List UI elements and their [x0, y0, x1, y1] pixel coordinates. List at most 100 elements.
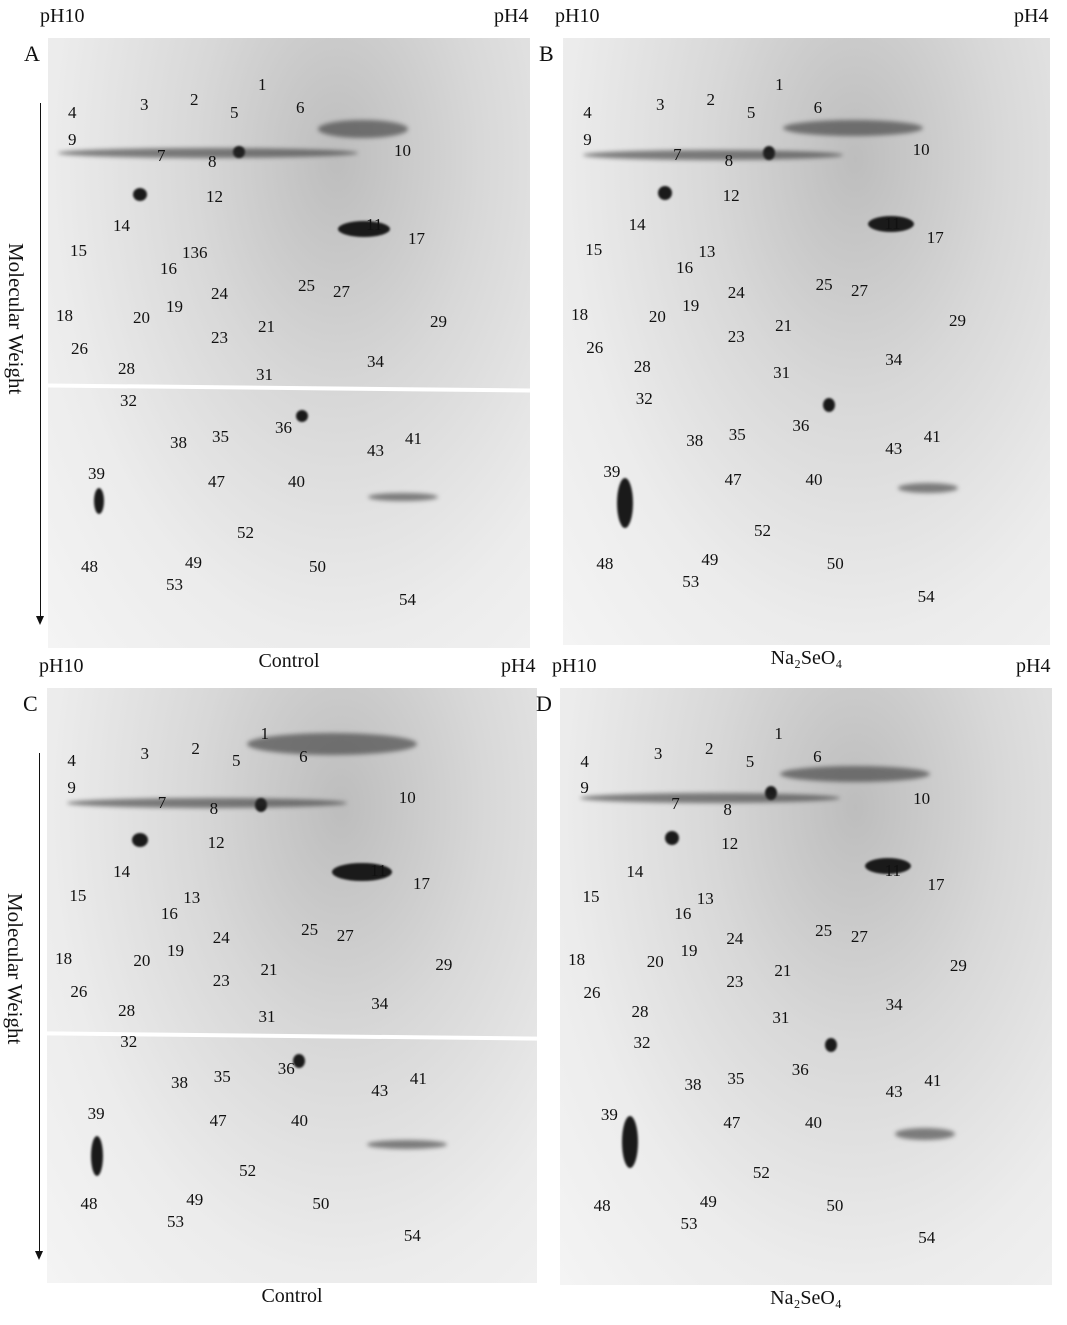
spot-label: 9: [68, 130, 77, 149]
spot-label: 39: [600, 1104, 618, 1124]
spot-label: 27: [336, 926, 354, 945]
spot-label: 13: [183, 887, 201, 907]
spot-label: 12: [206, 187, 223, 206]
spot-label: 35: [212, 427, 229, 446]
spot-label: 31: [772, 1008, 790, 1028]
spot-label: 4: [68, 103, 77, 122]
panel-letter: A: [24, 41, 40, 66]
spot-label: 54: [917, 587, 935, 607]
spot-label: 6: [813, 746, 822, 766]
ph-left: pH10: [555, 5, 600, 27]
spot-label: 18: [56, 306, 73, 325]
caption: Control: [261, 1285, 323, 1307]
spot-label: 50: [826, 554, 844, 574]
spot-label: 21: [258, 317, 275, 336]
spot-label: 23: [727, 326, 745, 346]
spot-label: 24: [211, 284, 228, 303]
spot-label: 32: [635, 389, 653, 409]
spot-label: 36: [791, 1059, 809, 1079]
spot-label: 15: [69, 886, 87, 905]
spot-label: 5: [232, 751, 241, 771]
panel-letter: B: [539, 41, 554, 66]
spot-label: 11: [884, 214, 901, 234]
spot-label: 47: [209, 1111, 227, 1131]
spot-label: 23: [212, 970, 230, 990]
spot-label: 52: [753, 520, 771, 540]
spot-label: 3: [655, 94, 665, 114]
spot-label: 11: [366, 215, 383, 234]
spot-label: 9: [583, 129, 592, 149]
spot-label: 24: [727, 282, 745, 302]
spot-label: 53: [166, 1211, 184, 1231]
caption: Na₂SeO₄: [770, 647, 843, 669]
spot-label: 26: [71, 339, 88, 358]
spot-label: 1: [775, 74, 784, 94]
panel-letter: C: [23, 691, 38, 716]
spot-label: 16: [160, 259, 177, 278]
spot-label: 14: [628, 215, 646, 235]
spot-label: 10: [913, 788, 931, 808]
y-axis-arrow: [35, 753, 43, 1260]
spot-label: 8: [208, 152, 217, 171]
spot-label: 6: [296, 98, 305, 117]
spot-label: 10: [394, 141, 411, 160]
spot-label: 136: [182, 243, 208, 262]
spot-label: 40: [805, 469, 823, 489]
spot-label: 20: [646, 952, 664, 972]
spot-label: 13: [696, 888, 714, 908]
spot-label: 21: [775, 315, 793, 335]
spot-label: 29: [435, 955, 453, 975]
spot-label: 17: [408, 229, 425, 248]
spot-label: 7: [673, 145, 682, 165]
spot-label: 27: [850, 926, 868, 946]
y-axis-label: Molecular Weight: [4, 243, 28, 395]
spot-label: 16: [160, 903, 178, 923]
spot-label: 1: [260, 724, 269, 744]
spot-label: 48: [81, 557, 98, 576]
spot-label: 54: [918, 1228, 936, 1248]
spot-label: 4: [583, 102, 592, 122]
spot-label: 40: [290, 1111, 308, 1131]
spot-label: 26: [583, 982, 601, 1002]
spot-label: 18: [55, 949, 73, 969]
spot-label: 53: [680, 1213, 698, 1233]
spot-label: 43: [885, 439, 903, 459]
ph-left: pH10: [39, 655, 84, 677]
spot-label: 40: [804, 1112, 822, 1132]
spot-label: 1: [258, 75, 267, 94]
spot-label: 5: [230, 103, 239, 122]
spot-label: 23: [726, 971, 744, 991]
spot-label: 41: [409, 1069, 427, 1089]
spot-label: 35: [727, 1068, 745, 1088]
spot-label: 14: [113, 861, 131, 881]
spot-label: 49: [186, 1190, 204, 1210]
spot-label: 20: [133, 308, 150, 327]
spot-label: 53: [166, 575, 183, 594]
spot-label: 32: [120, 391, 137, 410]
spot-label: 47: [723, 1112, 741, 1132]
spot-label: 28: [633, 357, 651, 377]
caption: Na₂SeO₄: [770, 1287, 842, 1309]
spot-label: 2: [191, 738, 200, 758]
spot-label: 34: [885, 350, 903, 370]
spot-label: 10: [398, 788, 416, 808]
spot-label: 48: [80, 1194, 98, 1214]
spot-label: 23: [211, 328, 228, 347]
spot-label: 50: [826, 1195, 844, 1215]
spot-label: 19: [682, 295, 700, 315]
spot-label: 49: [701, 550, 719, 570]
spot-label: 41: [405, 429, 422, 448]
spot-label: 49: [185, 553, 202, 572]
spot-label: 35: [728, 425, 746, 445]
spot-label: 38: [170, 433, 187, 452]
spot-label: 6: [299, 746, 308, 766]
spot-label: 3: [140, 743, 150, 763]
spot-label: 27: [850, 280, 868, 300]
spot-label: 12: [721, 833, 739, 853]
spot-label: 4: [67, 751, 76, 771]
spot-label: 39: [603, 461, 621, 481]
spot-label: 6: [813, 97, 823, 117]
spot-label: 14: [626, 862, 644, 882]
spot-label: 34: [367, 352, 384, 371]
